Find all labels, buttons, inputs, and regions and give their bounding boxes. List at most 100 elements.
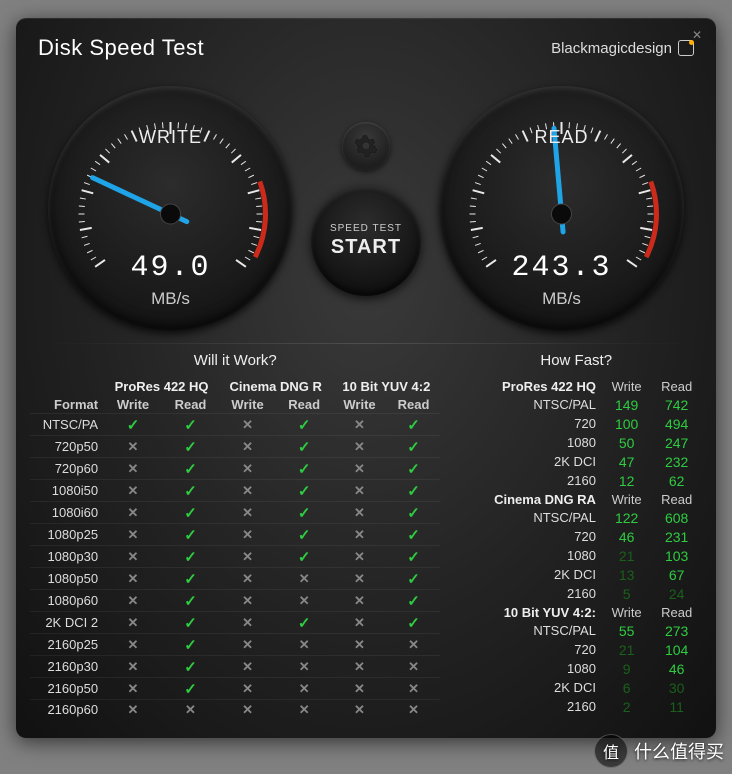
hf-read-value: 608 bbox=[651, 508, 702, 527]
check-icon: ✓ bbox=[104, 414, 162, 436]
hf-read-value: 742 bbox=[651, 395, 702, 414]
hf-section-name: Cinema DNG RA bbox=[450, 490, 602, 508]
hf-write-value: 13 bbox=[602, 565, 651, 584]
table-row: 1080p25✕✓✕✓✕✓ bbox=[30, 524, 440, 546]
hf-format: 2160 bbox=[450, 697, 602, 716]
check-icon: ✓ bbox=[387, 414, 441, 436]
hf-read-label: Read bbox=[651, 377, 702, 395]
hf-format: NTSC/PAL bbox=[450, 621, 602, 640]
hf-format: 1080 bbox=[450, 546, 602, 565]
cross-icon: ✕ bbox=[219, 590, 276, 612]
cross-icon: ✕ bbox=[332, 436, 386, 458]
cross-icon: ✕ bbox=[219, 436, 276, 458]
cross-icon: ✕ bbox=[387, 678, 441, 700]
wiw-write-label: Write bbox=[104, 395, 162, 414]
cross-icon: ✕ bbox=[104, 678, 162, 700]
hf-read-value: 247 bbox=[651, 433, 702, 452]
divider bbox=[34, 343, 698, 344]
read-gauge-unit: MB/s bbox=[439, 289, 684, 309]
hf-read-value: 11 bbox=[651, 697, 702, 716]
check-icon: ✓ bbox=[162, 612, 219, 634]
cross-icon: ✕ bbox=[332, 634, 386, 656]
table-row: 108021103 bbox=[450, 546, 702, 565]
settings-button[interactable] bbox=[342, 122, 390, 170]
hf-read-value: 273 bbox=[651, 621, 702, 640]
cross-icon: ✕ bbox=[332, 502, 386, 524]
cross-icon: ✕ bbox=[276, 656, 332, 678]
center-controls: SPEED TEST START bbox=[311, 122, 421, 296]
cross-icon: ✕ bbox=[276, 700, 332, 720]
titlebar: Disk Speed Test Blackmagicdesign bbox=[16, 18, 716, 78]
cross-icon: ✕ bbox=[219, 656, 276, 678]
close-icon[interactable]: ✕ bbox=[692, 28, 702, 42]
table-row: Cinema DNG RAWriteRead bbox=[450, 490, 702, 508]
table-row: ProRes 422 HQWriteRead bbox=[450, 377, 702, 395]
check-icon: ✓ bbox=[276, 546, 332, 568]
cross-icon: ✕ bbox=[332, 612, 386, 634]
table-row: 1080p50✕✓✕✕✕✓ bbox=[30, 568, 440, 590]
howfast-table: ProRes 422 HQWriteReadNTSC/PAL1497427201… bbox=[450, 377, 702, 716]
start-button[interactable]: SPEED TEST START bbox=[311, 186, 421, 296]
hf-format: 2K DCI bbox=[450, 565, 602, 584]
willitwork-title: Will it Work? bbox=[30, 352, 440, 369]
wiw-format: 2160p50 bbox=[30, 678, 104, 700]
read-gauge-label: READ bbox=[439, 127, 684, 148]
wiw-format: 2160p60 bbox=[30, 700, 104, 720]
cross-icon: ✕ bbox=[219, 524, 276, 546]
cross-icon: ✕ bbox=[332, 480, 386, 502]
hf-write-value: 46 bbox=[602, 527, 651, 546]
hf-write-value: 6 bbox=[602, 678, 651, 697]
check-icon: ✓ bbox=[162, 458, 219, 480]
write-gauge: WRITE 49.0 MB/s bbox=[48, 86, 293, 331]
brand: Blackmagicdesign bbox=[551, 40, 694, 57]
check-icon: ✓ bbox=[162, 480, 219, 502]
watermark-text: 什么值得买 bbox=[634, 738, 724, 764]
cross-icon: ✕ bbox=[219, 502, 276, 524]
check-icon: ✓ bbox=[162, 502, 219, 524]
check-icon: ✓ bbox=[387, 524, 441, 546]
check-icon: ✓ bbox=[162, 590, 219, 612]
cross-icon: ✕ bbox=[332, 678, 386, 700]
hf-format: 2160 bbox=[450, 471, 602, 490]
write-gauge-value: 49.0 bbox=[48, 251, 293, 285]
check-icon: ✓ bbox=[387, 458, 441, 480]
wiw-format-label: Format bbox=[30, 395, 104, 414]
wiw-format: NTSC/PA bbox=[30, 414, 104, 436]
wiw-format: 1080i50 bbox=[30, 480, 104, 502]
table-row: 2160p25✕✓✕✕✕✕ bbox=[30, 634, 440, 656]
table-row: 1080i50✕✓✕✓✕✓ bbox=[30, 480, 440, 502]
hf-read-value: 24 bbox=[651, 584, 702, 603]
hf-format: NTSC/PAL bbox=[450, 395, 602, 414]
wiw-group-header: Cinema DNG R bbox=[219, 377, 332, 395]
hf-format: 720 bbox=[450, 527, 602, 546]
cross-icon: ✕ bbox=[104, 612, 162, 634]
hf-write-value: 55 bbox=[602, 621, 651, 640]
hf-write-value: 2 bbox=[602, 697, 651, 716]
wiw-read-label: Read bbox=[276, 395, 332, 414]
table-row: 1080p60✕✓✕✕✕✓ bbox=[30, 590, 440, 612]
hf-read-label: Read bbox=[651, 490, 702, 508]
app-window: ✕ Disk Speed Test Blackmagicdesign WRITE… bbox=[16, 18, 716, 738]
table-row: NTSC/PAL55273 bbox=[450, 621, 702, 640]
hf-read-value: 494 bbox=[651, 414, 702, 433]
check-icon: ✓ bbox=[162, 414, 219, 436]
cross-icon: ✕ bbox=[104, 590, 162, 612]
cross-icon: ✕ bbox=[104, 634, 162, 656]
check-icon: ✓ bbox=[276, 436, 332, 458]
cross-icon: ✕ bbox=[332, 414, 386, 436]
cross-icon: ✕ bbox=[332, 700, 386, 720]
cross-icon: ✕ bbox=[219, 480, 276, 502]
table-row: NTSC/PAL149742 bbox=[450, 395, 702, 414]
wiw-format: 2160p30 bbox=[30, 656, 104, 678]
check-icon: ✓ bbox=[387, 436, 441, 458]
cross-icon: ✕ bbox=[104, 700, 162, 720]
table-row: NTSC/PAL122608 bbox=[450, 508, 702, 527]
wiw-format: 720p50 bbox=[30, 436, 104, 458]
cross-icon: ✕ bbox=[219, 568, 276, 590]
cross-icon: ✕ bbox=[219, 700, 276, 720]
hf-read-value: 104 bbox=[651, 640, 702, 659]
check-icon: ✓ bbox=[387, 502, 441, 524]
hf-write-value: 100 bbox=[602, 414, 651, 433]
cross-icon: ✕ bbox=[332, 568, 386, 590]
check-icon: ✓ bbox=[276, 502, 332, 524]
